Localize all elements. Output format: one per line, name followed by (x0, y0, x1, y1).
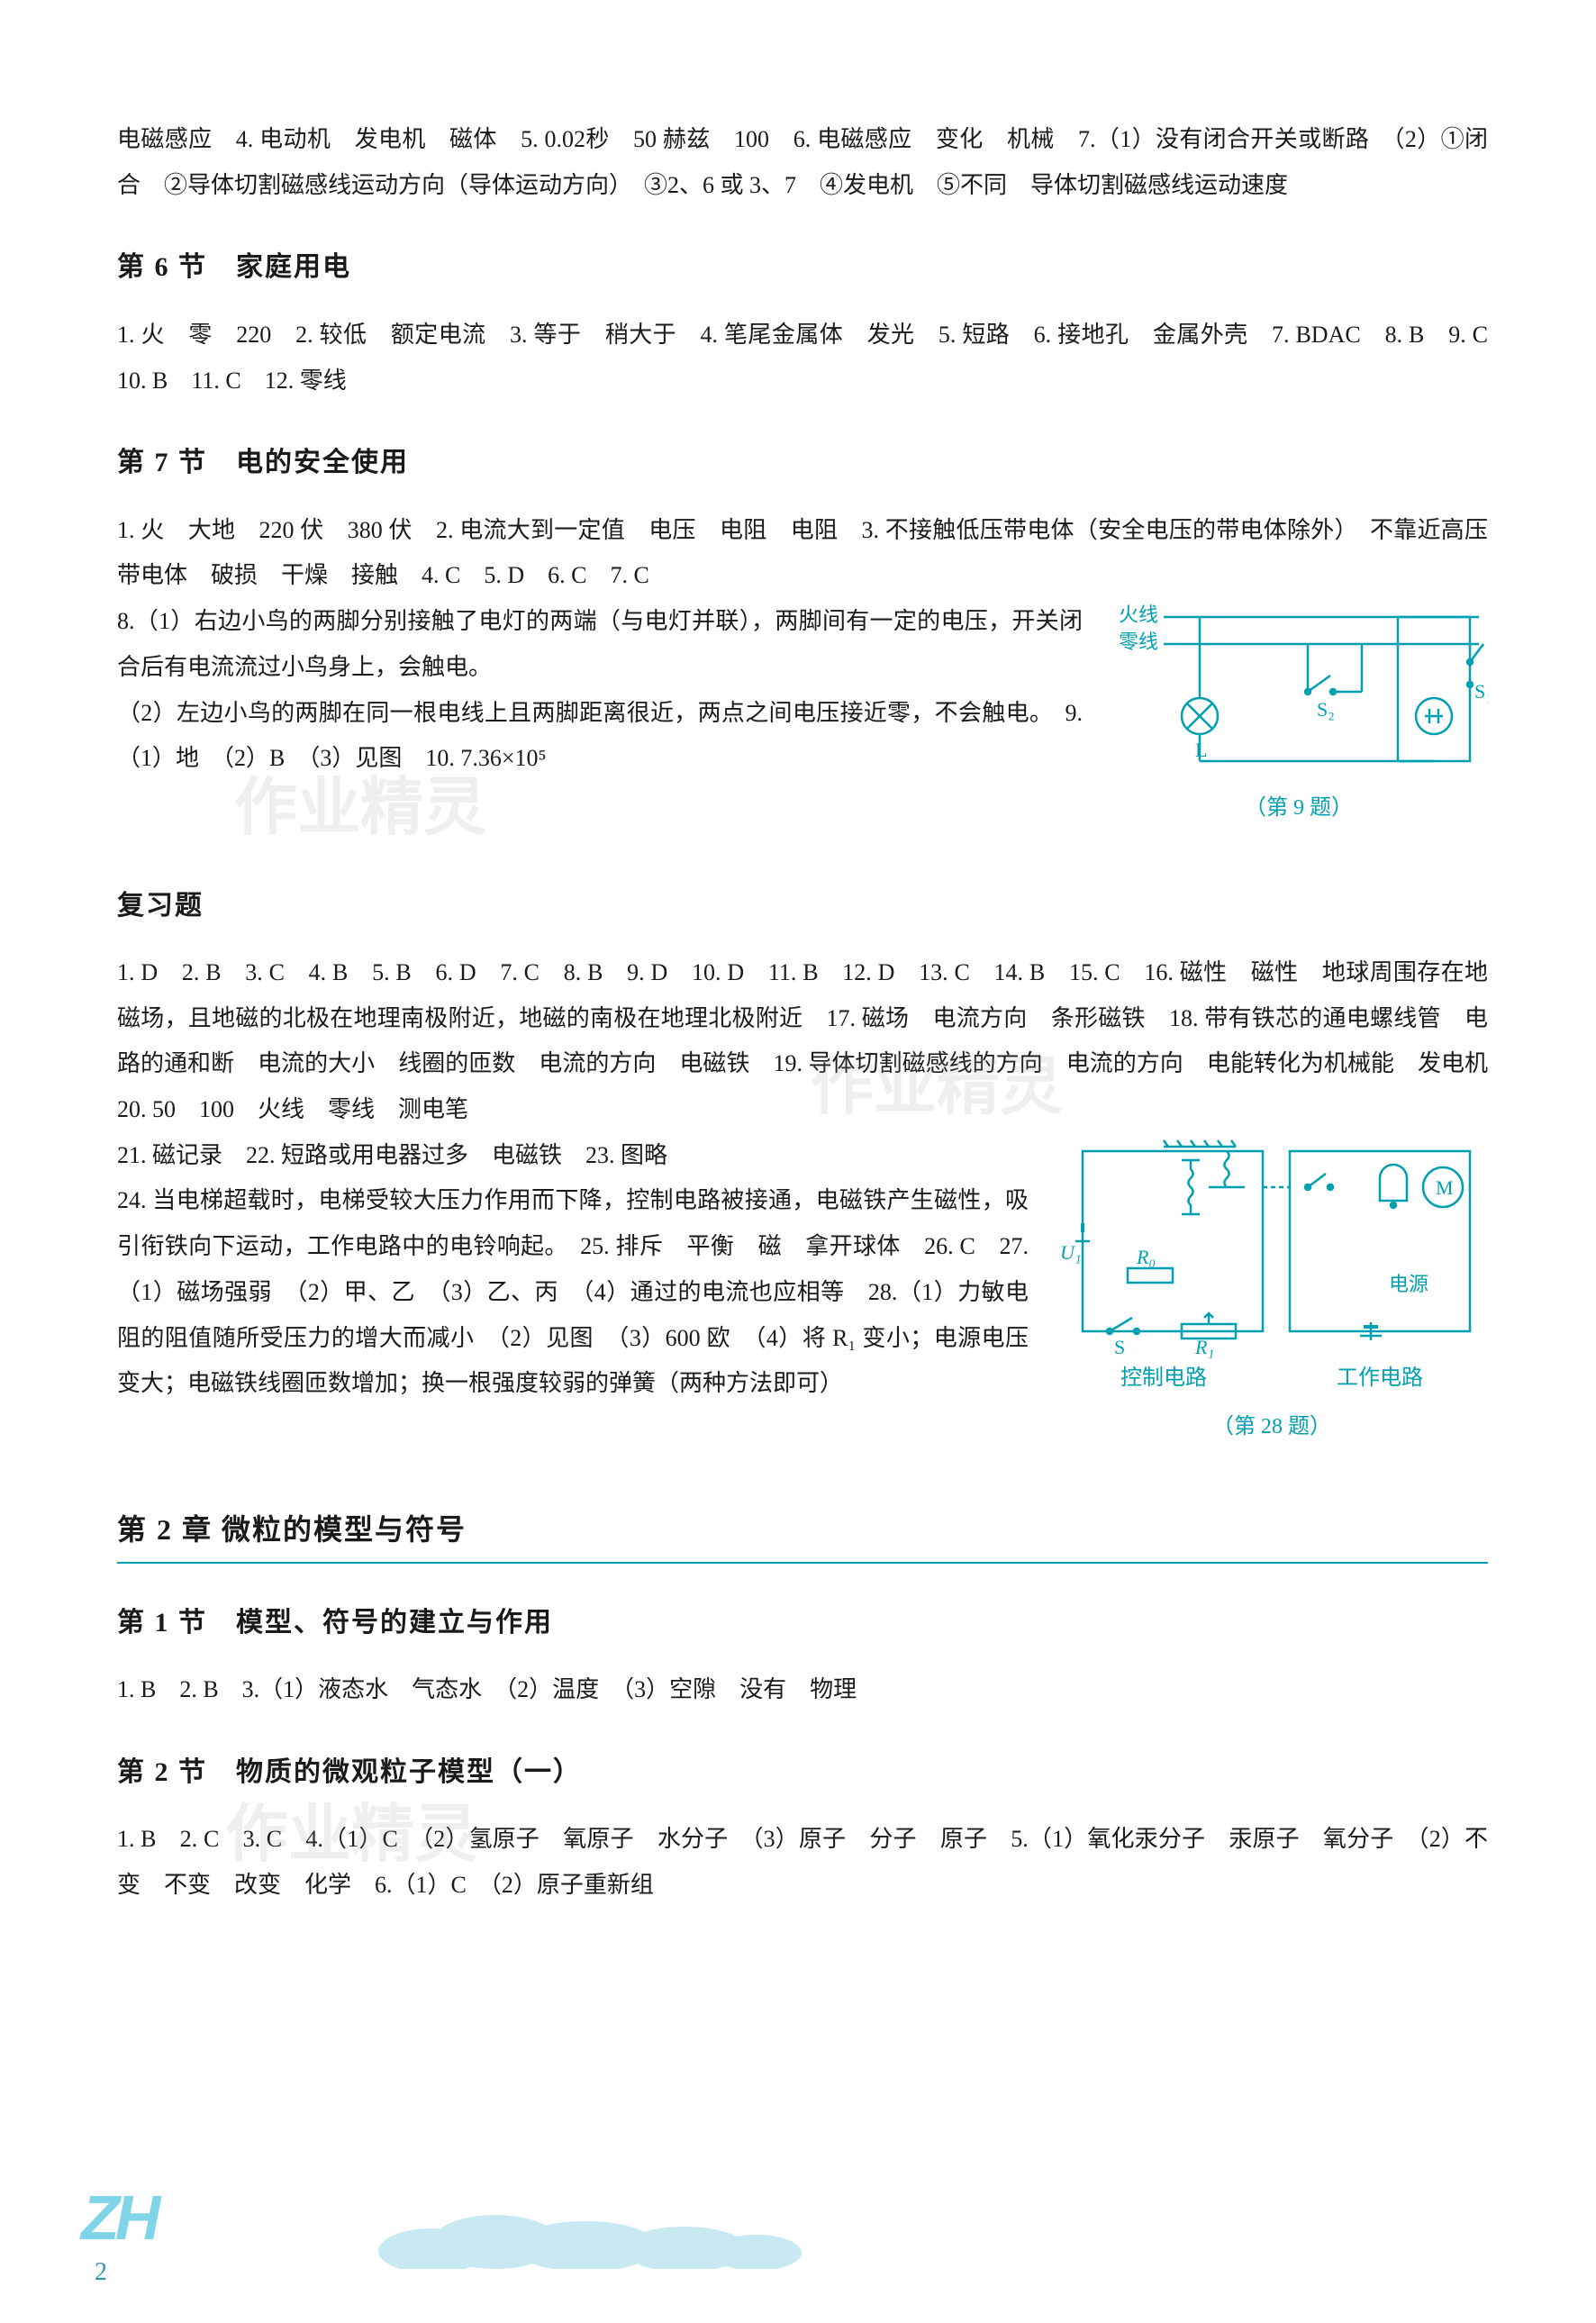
figure-9: 火线 零线 S₁ S₂ L （第 9 题） (1110, 599, 1488, 828)
fig28-s-label: S (1114, 1336, 1125, 1358)
fig28-r0-label: R₀ (1136, 1246, 1156, 1268)
review-body-1: 1. D 2. B 3. C 4. B 5. B 6. D 7. C 8. B … (117, 950, 1488, 1133)
fig9-live-label: 火线 (1119, 603, 1158, 626)
ch2-sec2-body: 1. B 2. C 3. C 4.（1）C （2）氢原子 氧原子 水分子 （3）… (117, 1817, 1488, 1908)
figure-28: U₁ R₀ S R₁ M 电源 控制电路 工作电路 （第 28 题） (1056, 1133, 1488, 1447)
section-7-header: 第 7 节 电的安全使用 (117, 438, 1488, 488)
section-6-body: 1. 火 零 220 2. 较低 额定电流 3. 等于 稍大于 4. 笔尾金属体… (117, 313, 1488, 404)
cloud-decoration (360, 2197, 811, 2269)
fig9-s1-label: S₁ (1474, 680, 1488, 703)
fig28-u1-label: U₁ (1060, 1241, 1082, 1264)
fig28-m-label: M (1436, 1176, 1454, 1199)
figure-28-svg: U₁ R₀ S R₁ M 电源 (1056, 1133, 1488, 1358)
figure-9-caption: （第 9 题） (1110, 788, 1488, 828)
section-7-body-1: 1. 火 大地 220 伏 380 伏 2. 电流大到一定值 电压 电阻 电阻 … (117, 508, 1488, 599)
content-area: 电磁感应 4. 电动机 发电机 磁体 5. 0.02秒 50 赫兹 100 6.… (117, 117, 1488, 1909)
zh-logo: ZH (81, 2182, 156, 2254)
ch2-sec1-header: 第 1 节 模型、符号的建立与作用 (117, 1598, 1488, 1648)
fig9-neutral-label: 零线 (1119, 631, 1158, 653)
fig28-power-label: 电源 (1389, 1273, 1428, 1295)
page-number: 2 (95, 2258, 156, 2287)
fig28-work-label: 工作电路 (1337, 1358, 1423, 1398)
fig28-r1-label: R₁ (1194, 1336, 1214, 1358)
top-continuation-text: 电磁感应 4. 电动机 发电机 磁体 5. 0.02秒 50 赫兹 100 6.… (117, 117, 1488, 208)
ch2-sec1-body: 1. B 2. B 3.（1）液态水 气态水 （2）温度 （3）空隙 没有 物理 (117, 1667, 1488, 1713)
footer: ZH 2 (81, 2182, 156, 2287)
chapter-2-header: 第 2 章 微粒的模型与符号 (117, 1503, 1488, 1564)
review-header: 复习题 (117, 881, 1488, 931)
section-6-header: 第 6 节 家庭用电 (117, 242, 1488, 293)
fig9-l-label: L (1195, 739, 1207, 761)
ch2-sec2-header: 第 2 节 物质的微观粒子模型（一） (117, 1747, 1488, 1798)
page: 电磁感应 4. 电动机 发电机 磁体 5. 0.02秒 50 赫兹 100 6.… (0, 0, 1596, 2323)
fig9-s2-label: S₂ (1317, 698, 1335, 721)
figure-28-caption: （第 28 题） (1056, 1407, 1488, 1447)
fig28-ctrl-label: 控制电路 (1120, 1358, 1207, 1398)
figure-9-svg: 火线 零线 S₁ S₂ L (1110, 599, 1488, 779)
